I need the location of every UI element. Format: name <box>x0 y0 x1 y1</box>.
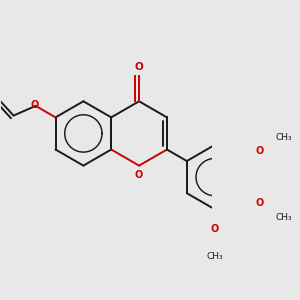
Text: O: O <box>255 146 264 156</box>
Text: CH₃: CH₃ <box>275 212 292 221</box>
Text: O: O <box>30 100 39 110</box>
Text: O: O <box>135 169 143 180</box>
Text: CH₃: CH₃ <box>275 133 292 142</box>
Text: CH₃: CH₃ <box>206 252 223 261</box>
Text: O: O <box>135 62 143 72</box>
Text: O: O <box>255 198 264 208</box>
Text: O: O <box>211 224 219 234</box>
